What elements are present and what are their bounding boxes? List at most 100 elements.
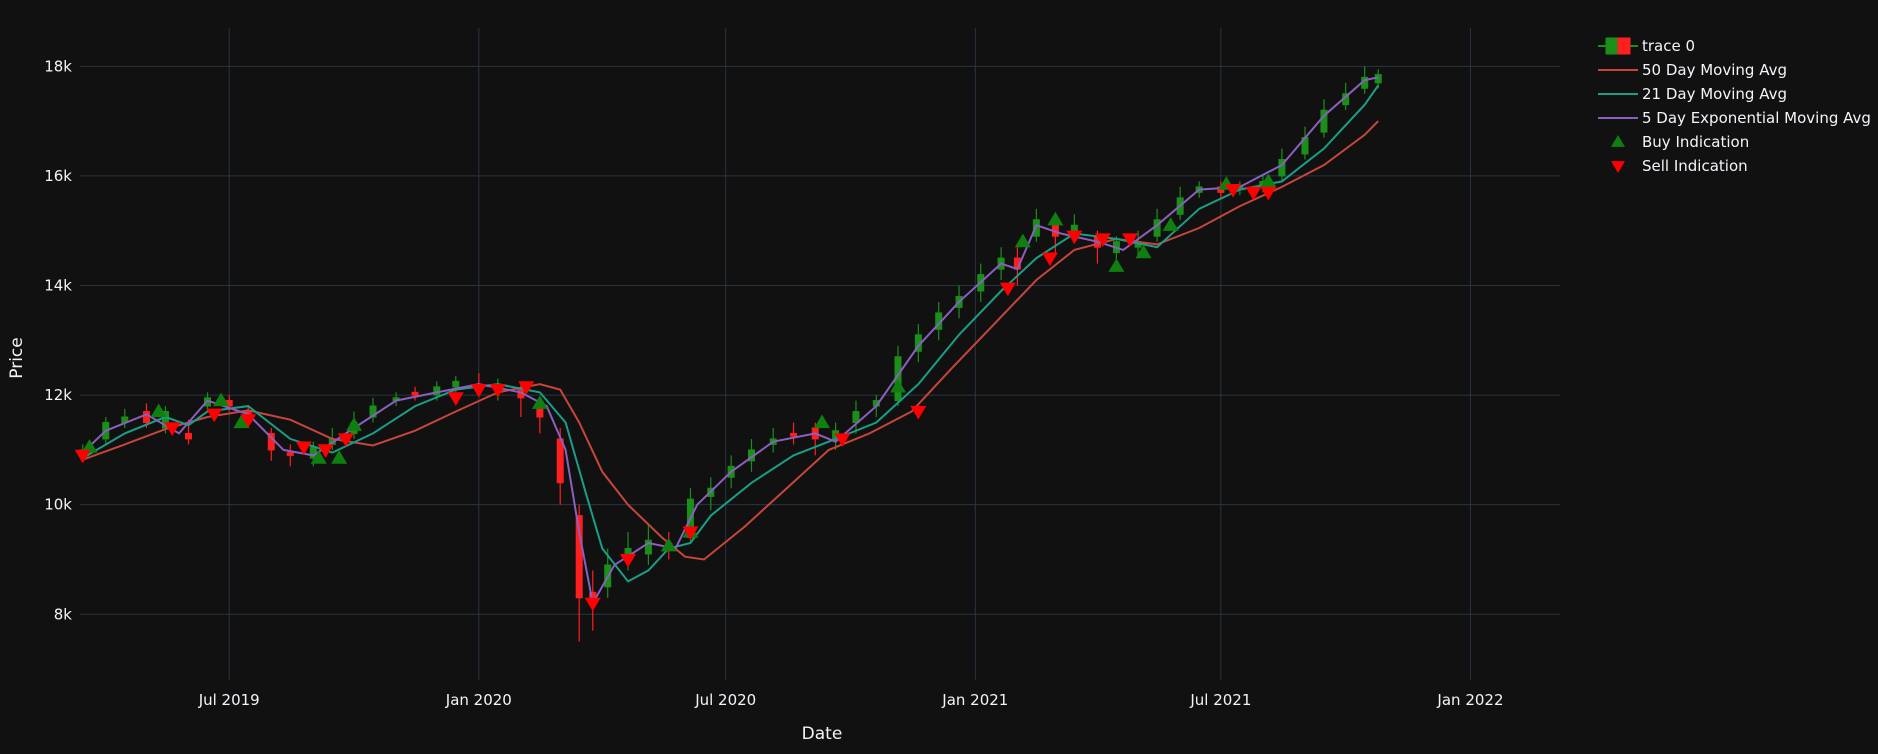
sell-marker xyxy=(620,553,637,568)
x-tick-label: Jul 2021 xyxy=(1189,691,1251,709)
sell-marker xyxy=(518,381,535,395)
sell-marker xyxy=(74,449,91,464)
sell-marker xyxy=(1066,230,1083,245)
axis-layer: 8k 10k 12k 14k 16k 18k Jul 2019 Jan 2020 Jul 202… xyxy=(44,57,1503,709)
series-line xyxy=(82,76,1379,607)
candle-body xyxy=(1320,109,1328,133)
y-tick-label: 16k xyxy=(44,167,72,185)
buy-marker xyxy=(331,450,348,464)
sell-marker xyxy=(1041,252,1058,267)
legend-item: Buy Indication xyxy=(1611,133,1749,151)
x-tick-label: Jan 2020 xyxy=(445,691,512,709)
legend-swatch xyxy=(1617,37,1631,55)
candlestick xyxy=(286,444,294,467)
x-axis-title: Date xyxy=(802,724,843,744)
candlestick xyxy=(644,523,652,565)
buy-marker xyxy=(814,414,831,429)
sell-marker xyxy=(206,408,223,423)
legend-item: 5 Day Exponential Moving Avg xyxy=(1598,109,1871,127)
buy-marker xyxy=(233,414,250,429)
sell-marker xyxy=(1094,233,1111,247)
sell-marker xyxy=(470,384,487,398)
buy-marker xyxy=(1135,244,1152,259)
sell-marker xyxy=(337,433,354,447)
candle-body xyxy=(286,452,294,456)
candlestick xyxy=(267,427,275,461)
x-tick-label: Jan 2021 xyxy=(941,691,1008,709)
legend-swatch xyxy=(1605,37,1619,55)
candle-body xyxy=(644,539,652,555)
legend-item: Sell Indication xyxy=(1611,157,1748,175)
sell-marker xyxy=(295,441,312,456)
legend-item: 50 Day Moving Avg xyxy=(1598,61,1787,79)
series-line xyxy=(82,84,1380,583)
buy-marker xyxy=(660,537,677,552)
buy-marker xyxy=(81,439,98,453)
candlestick xyxy=(1301,126,1309,160)
sell-marker xyxy=(164,422,181,436)
buy-marker xyxy=(310,450,327,464)
y-tick-label: 18k xyxy=(44,57,72,75)
buy-marker xyxy=(1260,173,1277,188)
candlestick xyxy=(852,400,860,434)
y-axis-title: Price xyxy=(7,337,27,378)
sell-marker xyxy=(910,405,927,420)
buy-marker xyxy=(1108,258,1125,272)
buy-marker xyxy=(1047,211,1064,226)
legend: trace 0 50 Day Moving Avg 21 Day Moving Av… xyxy=(1598,37,1871,175)
y-tick-label: 10k xyxy=(44,496,72,514)
buy-marker xyxy=(150,403,167,418)
legend-label: 5 Day Exponential Moving Avg xyxy=(1642,109,1871,127)
sell-marker xyxy=(1225,184,1242,198)
sell-marker xyxy=(1121,233,1138,247)
legend-label: trace 0 xyxy=(1642,37,1695,55)
legend-label: Sell Indication xyxy=(1642,157,1748,175)
grid-layer xyxy=(80,28,1560,680)
sell-marker xyxy=(584,597,601,612)
candle-body xyxy=(185,432,193,440)
buy-marker xyxy=(890,378,907,393)
x-tick-label: Jan 2022 xyxy=(1436,691,1503,709)
sell-marker xyxy=(240,414,257,428)
candle-body xyxy=(575,515,583,599)
candlestick xyxy=(790,422,798,445)
buy-marker xyxy=(531,395,548,409)
sell-marker xyxy=(317,444,334,458)
candlestick xyxy=(369,397,377,423)
x-tick-label: Jul 2019 xyxy=(198,691,260,709)
legend-swatch xyxy=(1611,135,1625,147)
buy-marker xyxy=(213,392,230,407)
candle-body xyxy=(852,411,860,423)
sell-marker xyxy=(999,282,1016,297)
sell-marker xyxy=(1245,186,1262,201)
x-tick-label: Jul 2020 xyxy=(694,691,756,709)
legend-item: 21 Day Moving Avg xyxy=(1598,85,1787,103)
legend-item: trace 0 xyxy=(1598,37,1695,55)
legend-label: Buy Indication xyxy=(1642,133,1749,151)
sell-marker xyxy=(834,433,851,447)
buy-marker xyxy=(1014,233,1031,248)
candle-body xyxy=(556,438,564,484)
candle-body xyxy=(1278,158,1286,177)
candlestick xyxy=(1320,99,1328,138)
legend-label: 50 Day Moving Avg xyxy=(1642,61,1787,79)
candle-body xyxy=(411,391,419,396)
candle-body xyxy=(369,405,377,418)
buy-marker xyxy=(1162,217,1179,231)
legend-label: 21 Day Moving Avg xyxy=(1642,85,1787,103)
y-tick-label: 12k xyxy=(44,386,72,404)
sell-marker xyxy=(447,392,464,406)
candle-body xyxy=(1032,219,1040,237)
y-tick-label: 14k xyxy=(44,277,72,295)
plot-layer xyxy=(74,66,1382,642)
legend-swatch xyxy=(1611,161,1625,173)
series-line xyxy=(82,120,1379,561)
sell-marker xyxy=(682,526,699,541)
sell-marker xyxy=(1260,186,1277,201)
candle-body xyxy=(161,411,169,429)
candle-body xyxy=(142,411,150,423)
candlestick xyxy=(411,386,419,401)
candle-body xyxy=(452,380,460,388)
